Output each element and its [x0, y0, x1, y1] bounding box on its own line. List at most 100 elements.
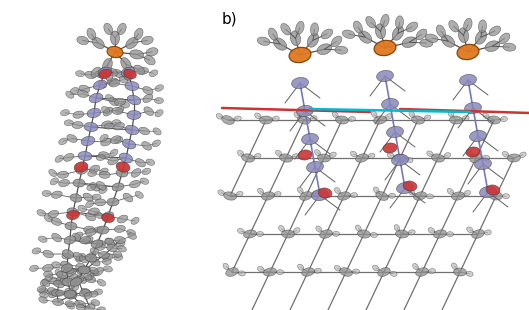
Ellipse shape	[427, 151, 433, 157]
Ellipse shape	[77, 266, 87, 274]
Ellipse shape	[239, 271, 245, 276]
Ellipse shape	[65, 291, 77, 299]
Ellipse shape	[77, 275, 87, 283]
Ellipse shape	[77, 91, 88, 97]
Ellipse shape	[131, 217, 139, 224]
Ellipse shape	[90, 267, 98, 274]
Ellipse shape	[80, 237, 90, 244]
Ellipse shape	[61, 264, 73, 272]
Ellipse shape	[103, 58, 112, 72]
Ellipse shape	[218, 190, 224, 195]
Ellipse shape	[97, 226, 109, 234]
Ellipse shape	[403, 181, 417, 191]
Ellipse shape	[99, 187, 107, 194]
Ellipse shape	[138, 67, 149, 74]
Ellipse shape	[452, 263, 457, 269]
Ellipse shape	[101, 138, 111, 146]
Ellipse shape	[78, 152, 92, 161]
Ellipse shape	[315, 149, 321, 156]
Ellipse shape	[243, 230, 257, 238]
Ellipse shape	[316, 226, 322, 232]
Ellipse shape	[65, 288, 74, 294]
Ellipse shape	[98, 67, 112, 77]
Ellipse shape	[317, 44, 332, 55]
Ellipse shape	[103, 259, 112, 265]
Ellipse shape	[95, 71, 104, 78]
Ellipse shape	[50, 178, 59, 185]
Ellipse shape	[388, 193, 396, 198]
Ellipse shape	[358, 230, 370, 238]
Ellipse shape	[470, 131, 487, 142]
Ellipse shape	[370, 232, 377, 237]
Ellipse shape	[475, 30, 487, 44]
Ellipse shape	[414, 192, 426, 200]
Ellipse shape	[127, 110, 141, 119]
Ellipse shape	[84, 273, 92, 280]
Ellipse shape	[482, 155, 489, 160]
Ellipse shape	[466, 147, 480, 157]
Ellipse shape	[88, 170, 97, 177]
Ellipse shape	[298, 116, 311, 124]
Ellipse shape	[448, 188, 453, 194]
Ellipse shape	[107, 68, 117, 76]
Ellipse shape	[500, 117, 507, 122]
Ellipse shape	[104, 266, 113, 272]
Ellipse shape	[320, 230, 332, 238]
Ellipse shape	[124, 74, 132, 80]
Ellipse shape	[92, 194, 101, 200]
Ellipse shape	[298, 264, 304, 270]
Ellipse shape	[489, 26, 501, 36]
Ellipse shape	[52, 262, 61, 268]
Ellipse shape	[352, 269, 360, 274]
Ellipse shape	[74, 162, 88, 172]
Ellipse shape	[306, 162, 323, 173]
Ellipse shape	[114, 122, 124, 130]
Ellipse shape	[334, 188, 341, 194]
Ellipse shape	[397, 182, 414, 193]
Ellipse shape	[86, 273, 94, 280]
Ellipse shape	[86, 201, 94, 208]
Ellipse shape	[155, 85, 163, 91]
Ellipse shape	[135, 191, 143, 198]
Ellipse shape	[104, 123, 113, 129]
Ellipse shape	[140, 178, 149, 184]
Ellipse shape	[111, 31, 120, 45]
Ellipse shape	[60, 110, 69, 116]
Ellipse shape	[467, 227, 473, 233]
Ellipse shape	[254, 153, 261, 159]
Ellipse shape	[425, 34, 438, 42]
Ellipse shape	[77, 36, 88, 45]
Ellipse shape	[311, 23, 318, 36]
Ellipse shape	[113, 251, 122, 257]
Ellipse shape	[84, 122, 98, 131]
Ellipse shape	[258, 267, 264, 272]
Ellipse shape	[76, 263, 85, 269]
Ellipse shape	[87, 28, 96, 40]
Ellipse shape	[53, 280, 65, 288]
Ellipse shape	[45, 274, 53, 281]
Ellipse shape	[335, 116, 349, 124]
Ellipse shape	[127, 229, 135, 236]
Ellipse shape	[351, 151, 357, 157]
Ellipse shape	[65, 222, 77, 230]
Ellipse shape	[332, 112, 338, 118]
Ellipse shape	[503, 151, 509, 157]
Ellipse shape	[51, 218, 61, 225]
Ellipse shape	[503, 194, 509, 199]
Ellipse shape	[338, 192, 350, 200]
Ellipse shape	[340, 268, 352, 276]
Ellipse shape	[117, 215, 127, 223]
Ellipse shape	[408, 189, 415, 195]
Ellipse shape	[238, 150, 244, 156]
Ellipse shape	[416, 268, 428, 276]
Ellipse shape	[484, 230, 491, 235]
Ellipse shape	[152, 140, 160, 147]
Ellipse shape	[69, 274, 78, 281]
Ellipse shape	[291, 78, 308, 89]
Ellipse shape	[112, 183, 124, 191]
Ellipse shape	[453, 268, 467, 276]
Ellipse shape	[43, 271, 52, 277]
Ellipse shape	[334, 265, 341, 271]
Ellipse shape	[30, 265, 39, 272]
Ellipse shape	[402, 37, 417, 47]
